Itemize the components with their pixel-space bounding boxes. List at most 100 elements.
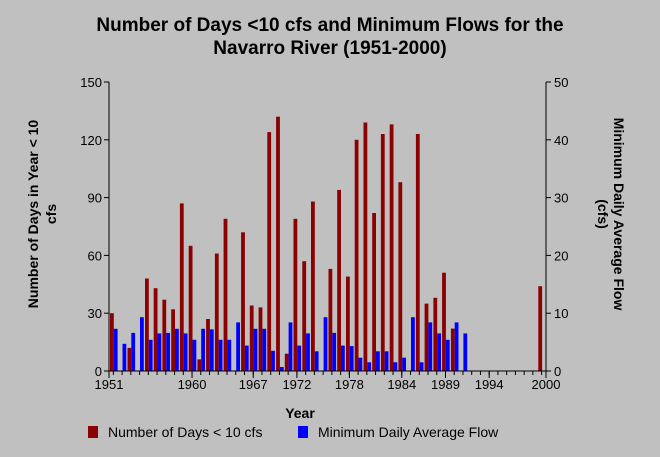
bar-days-1964	[223, 218, 228, 371]
x-axis-tick-label: 1984	[387, 377, 416, 392]
bar-layer	[110, 116, 543, 372]
bar-days-1970	[276, 116, 280, 371]
bar-days-1957	[162, 299, 167, 371]
bar-days-1955	[145, 278, 149, 371]
bar-flow-1967	[253, 328, 258, 371]
bar-days-1961	[197, 359, 202, 371]
bar-flow-1961	[201, 328, 205, 371]
bar-days-1969	[267, 132, 272, 371]
left-axis-tick-label: 0	[95, 364, 102, 379]
tick-layer: 0 30 60 90 120 150 0 10 20 30 40 50 1951 1960 1967 1972…	[80, 75, 568, 392]
legend-swatch-flow	[298, 426, 308, 438]
bar-days-1990	[450, 328, 455, 371]
bar-days-1977	[337, 189, 341, 371]
chart-title: Number of Days <10 cfs and Minimum Flows…	[0, 14, 660, 60]
bar-flow-1981	[376, 351, 380, 371]
left-axis-tick-label: 60	[88, 248, 102, 263]
right-axis-tick-label: 0	[554, 364, 561, 379]
bar-flow-1959	[183, 333, 188, 371]
bar-days-1983	[389, 124, 394, 372]
bar-flow-1951	[113, 328, 118, 371]
bar-days-1982	[380, 134, 385, 371]
right-axis-tick-label: 10	[554, 306, 568, 321]
bar-days-1989	[442, 272, 446, 371]
bar-flow-1983	[393, 362, 398, 371]
right-axis-tick-label: 20	[554, 248, 568, 263]
x-axis-label: Year	[285, 405, 315, 421]
bar-flow-1974	[314, 351, 319, 371]
right-axis-tick-label: 40	[554, 133, 568, 148]
bar-days-1953	[127, 347, 132, 371]
x-axis-tick-label: 1967	[239, 377, 268, 392]
bar-days-1988	[433, 297, 438, 371]
bar-flow-1971	[288, 322, 293, 371]
bar-days-1956	[153, 288, 158, 371]
bar-flow-1968	[262, 328, 267, 371]
left-axis-label-line-2: cfs	[43, 204, 59, 224]
bar-flow-1980	[367, 362, 372, 371]
x-axis-tick-label: 1994	[475, 377, 504, 392]
bar-days-1986	[415, 134, 420, 371]
x-axis-tick-label: 1951	[95, 377, 124, 392]
bar-days-1971	[284, 353, 289, 371]
bar-flow-1966	[244, 345, 249, 371]
bar-flow-1970	[279, 367, 284, 371]
bar-days-1984	[398, 182, 403, 371]
legend-item-flow: Minimum Daily Average Flow	[298, 424, 498, 440]
bar-flow-1988	[437, 333, 441, 371]
bar-days-1976	[328, 268, 333, 371]
bar-days-1967	[249, 305, 254, 371]
x-axis-tick-label: 1989	[431, 377, 460, 392]
bar-flow-1953	[131, 332, 136, 371]
bar-flow-1952	[122, 343, 127, 371]
x-axis-tick-label: 2000	[532, 377, 561, 392]
bar-flow-1972	[297, 345, 302, 371]
bar-days-1963	[214, 253, 219, 371]
left-axis-tick-label: 30	[88, 306, 102, 321]
bar-days-1978	[346, 276, 350, 371]
bar-days-1981	[372, 213, 376, 371]
chart-title-line-1: Number of Days <10 cfs and Minimum Flows…	[96, 15, 564, 36]
right-axis-label-line-2: (cfs)	[595, 199, 611, 229]
right-axis-tick-label: 30	[554, 191, 568, 206]
bar-flow-1960	[192, 339, 197, 371]
bar-days-1974	[311, 201, 315, 371]
legend-item-days: Number of Days < 10 cfs	[88, 424, 262, 440]
right-axis-label-line-1: Minimum Daily Average Flow	[611, 118, 627, 311]
left-axis-tick-label: 90	[88, 191, 102, 206]
bar-days-1958	[171, 309, 175, 371]
legend-label-days: Number of Days < 10 cfs	[108, 424, 263, 440]
bar-flow-1962	[209, 329, 214, 371]
bar-flow-1956	[157, 333, 162, 371]
legend-label-flow: Minimum Daily Average Flow	[318, 424, 499, 440]
bar-flow-1977	[341, 345, 345, 371]
bar-flow-1976	[332, 332, 337, 371]
bar-flow-1985	[411, 317, 415, 371]
bar-flow-1957	[166, 332, 170, 371]
x-axis-tick-label: 1978	[335, 377, 364, 392]
bar-flow-1986	[419, 362, 424, 371]
bar-days-1968	[258, 307, 263, 371]
bar-flow-1964	[227, 339, 232, 371]
bar-flow-1984	[402, 357, 406, 371]
bar-days-1972	[293, 218, 298, 371]
bar-flow-1978	[349, 346, 354, 371]
legend-swatch-days	[88, 426, 98, 438]
bar-days-1951	[110, 313, 114, 371]
bar-flow-1975	[323, 317, 328, 371]
bar-days-1979	[354, 139, 359, 371]
left-axis-label-line-1: Number of Days in Year < 10	[25, 120, 41, 309]
bar-flow-1955	[148, 339, 153, 371]
bar-flow-1954	[140, 317, 144, 371]
bar-flow-1973	[306, 333, 310, 371]
bar-flow-1958	[175, 328, 179, 371]
bar-flow-1990	[454, 322, 459, 371]
left-axis-tick-label: 120	[80, 133, 102, 148]
left-axis-tick-label: 150	[80, 75, 102, 90]
bar-flow-1963	[218, 339, 223, 371]
right-axis-tick-label: 50	[554, 75, 568, 90]
bar-days-1962	[206, 319, 210, 371]
bar-days-2000	[538, 286, 543, 371]
bar-flow-1987	[428, 322, 433, 371]
